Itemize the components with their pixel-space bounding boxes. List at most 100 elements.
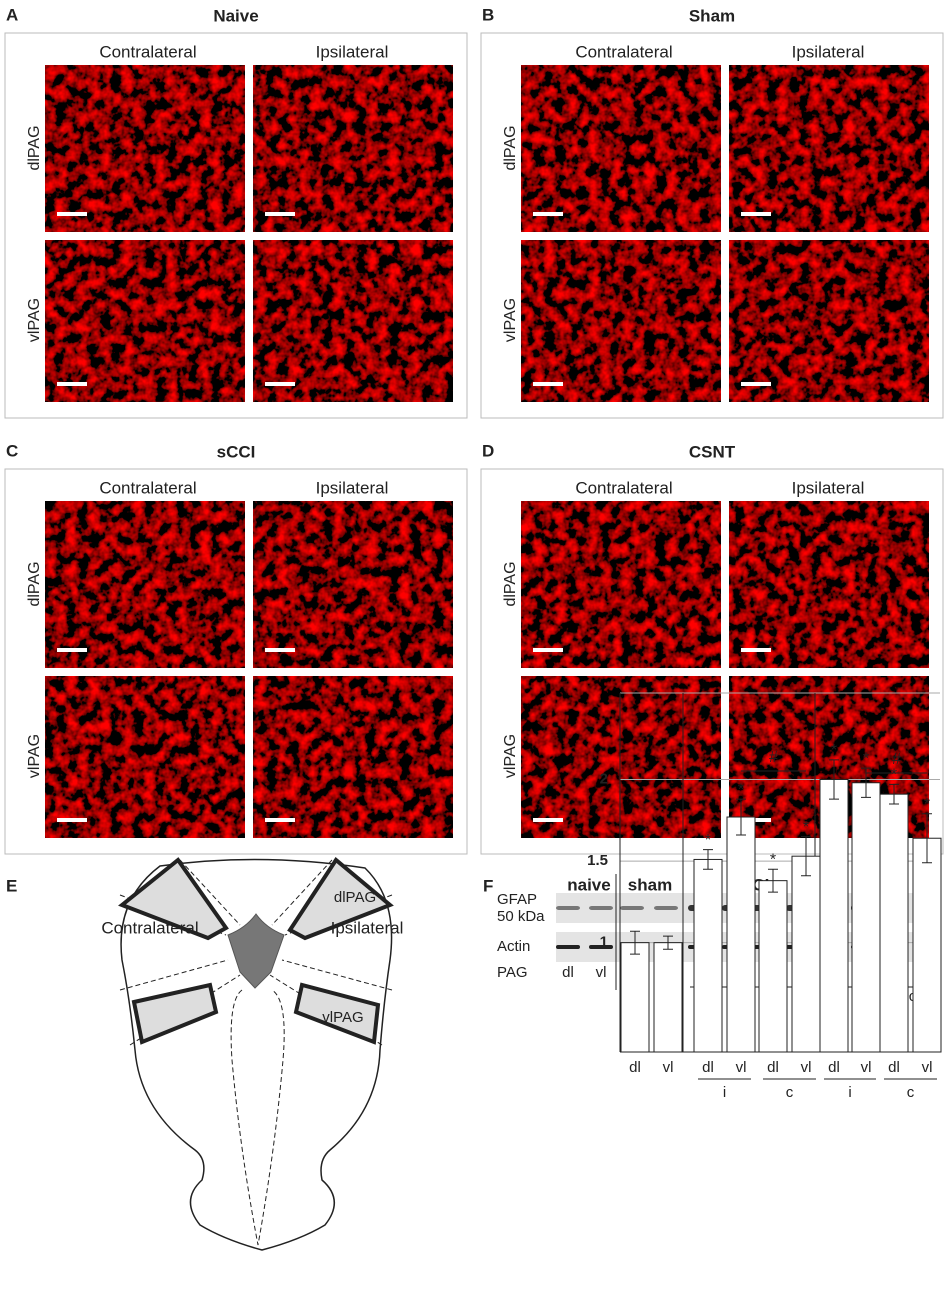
- row-label: vlPAG: [26, 298, 43, 342]
- micrograph: [45, 676, 245, 838]
- row-label: vlPAG: [502, 298, 519, 342]
- micrograph: [253, 240, 453, 402]
- scale-bar: [57, 818, 87, 822]
- error-bar: [922, 813, 932, 864]
- micrograph: [45, 501, 245, 668]
- actin-band: [556, 945, 580, 949]
- region-label: vlPAG: [322, 1009, 363, 1026]
- micrograph: [521, 501, 721, 668]
- lane-label: dl: [562, 964, 574, 981]
- x-tick-label: dl: [629, 1059, 641, 1076]
- scale-bar: [265, 648, 295, 652]
- gfap-band: [589, 906, 613, 910]
- scale-bar: [533, 648, 563, 652]
- blot-row-label: GFAP: [497, 891, 537, 908]
- panel-letter: A: [6, 5, 18, 24]
- side-label: Contralateral: [101, 918, 198, 937]
- panel-letter: C: [6, 441, 18, 460]
- column-label: Contralateral: [575, 42, 672, 61]
- blot-row-label: 50 kDa: [497, 908, 545, 925]
- lane-label: vl: [596, 964, 607, 981]
- panel-title: Sham: [689, 6, 735, 25]
- x-tick-label: dl: [888, 1059, 900, 1076]
- outline: [120, 858, 393, 1251]
- blot-row-label: Actin: [497, 938, 530, 955]
- panel-title: sCCI: [217, 442, 256, 461]
- bar: [819, 778, 849, 1053]
- row-label: dlPAG: [26, 561, 43, 606]
- x-tick-label: dl: [702, 1059, 714, 1076]
- pag-diagram: [118, 857, 394, 1251]
- micrograph: [45, 240, 245, 402]
- y-tick-label: 2: [600, 770, 608, 787]
- x-tick-label: dl: [767, 1059, 779, 1076]
- micrograph: [729, 501, 929, 668]
- subgroup-label: i: [723, 1084, 726, 1101]
- error-bar: [703, 849, 713, 870]
- scale-bar: [533, 818, 563, 822]
- significance: *: [863, 750, 869, 767]
- scale-bar: [57, 382, 87, 386]
- column-label: Ipsilateral: [792, 478, 865, 497]
- error-bar: [801, 836, 811, 877]
- subgroup-label: c: [786, 1084, 794, 1101]
- bar: [879, 793, 909, 1053]
- panel-letter: E: [6, 876, 17, 895]
- scale-bar: [741, 382, 771, 386]
- scale-bar: [741, 648, 771, 652]
- side-label: Ipsilateral: [331, 918, 404, 937]
- scale-bar: [741, 818, 771, 822]
- y-tick-label: 1: [600, 934, 608, 951]
- blot-group: naive: [567, 875, 610, 894]
- row-label: vlPAG: [502, 734, 519, 778]
- scale-bar: [533, 382, 563, 386]
- scale-bar: [265, 212, 295, 216]
- micrograph: [729, 65, 929, 232]
- micrograph: [521, 240, 721, 402]
- column-label: Ipsilateral: [792, 42, 865, 61]
- blot-group: sham: [628, 875, 672, 894]
- bar: [851, 782, 881, 1053]
- bar: [758, 880, 788, 1053]
- micrograph: [521, 676, 721, 838]
- significance: *: [738, 781, 744, 798]
- bar: [912, 837, 942, 1053]
- scale-bar: [57, 212, 87, 216]
- scale-bar: [533, 212, 563, 216]
- error-bar: [736, 798, 746, 836]
- scale-bar: [741, 212, 771, 216]
- panel-letter: F: [483, 876, 493, 895]
- micrograph: [253, 501, 453, 668]
- column-label: Contralateral: [575, 478, 672, 497]
- gfap-band: [556, 906, 580, 910]
- significance: *: [803, 819, 809, 836]
- scale-bar: [265, 382, 295, 386]
- column-label: Ipsilateral: [316, 478, 389, 497]
- gfap-band: [654, 906, 678, 910]
- x-tick-label: vl: [736, 1059, 747, 1076]
- panel-title: Naive: [213, 6, 258, 25]
- bar: [653, 942, 683, 1053]
- x-tick-label: vl: [663, 1059, 674, 1076]
- micrograph: [253, 65, 453, 232]
- panel-title: CSNT: [689, 442, 736, 461]
- panel-frame: [4, 32, 468, 419]
- column-label: Contralateral: [99, 42, 196, 61]
- micrograph: [45, 65, 245, 232]
- actin-band: [589, 945, 613, 949]
- error-bar: [829, 759, 839, 800]
- panel-letter: B: [482, 5, 494, 24]
- blot-row-label: PAG: [497, 964, 528, 981]
- annotation: #: [892, 751, 901, 768]
- micrograph: [253, 676, 453, 838]
- subgroup-label: c: [907, 1084, 915, 1101]
- gfap-band: [620, 906, 644, 910]
- significance: *: [924, 796, 930, 813]
- bar: [726, 816, 756, 1053]
- significance: *: [770, 851, 776, 868]
- panel-frame: [4, 468, 468, 855]
- error-bar: [889, 783, 899, 805]
- annotation: #: [769, 749, 778, 766]
- x-tick-label: vl: [861, 1059, 872, 1076]
